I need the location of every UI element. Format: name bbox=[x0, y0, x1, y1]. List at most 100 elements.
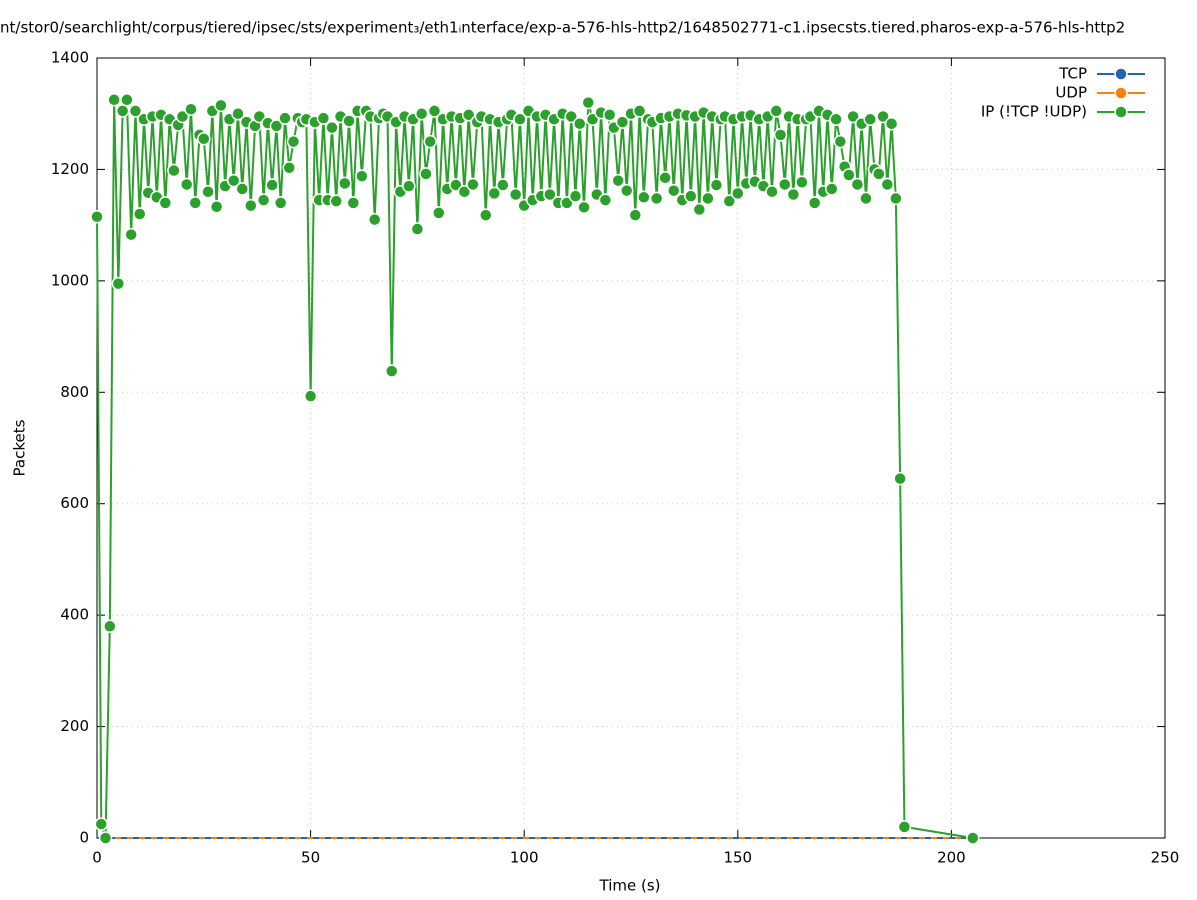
data-point bbox=[414, 106, 429, 121]
data-point bbox=[632, 104, 647, 118]
data-point bbox=[666, 183, 681, 198]
data-point bbox=[282, 161, 296, 175]
data-point bbox=[256, 193, 271, 207]
data-point bbox=[842, 168, 856, 182]
legend-marker bbox=[1114, 67, 1128, 81]
legend-label: IP (!TCP !UDP) bbox=[981, 103, 1087, 121]
data-point bbox=[175, 109, 190, 124]
data-point bbox=[568, 189, 583, 203]
y-tick-label: 1000 bbox=[51, 271, 89, 289]
x-tick-label: 100 bbox=[510, 849, 539, 867]
data-point bbox=[496, 178, 510, 192]
y-tick-label: 1200 bbox=[51, 160, 89, 178]
data-point bbox=[432, 206, 446, 220]
data-point bbox=[325, 120, 339, 135]
data-point bbox=[833, 134, 848, 149]
data-point bbox=[423, 134, 437, 149]
data-point bbox=[120, 93, 134, 107]
data-point bbox=[124, 227, 138, 242]
data-point bbox=[889, 191, 903, 206]
data-point bbox=[872, 167, 886, 181]
data-point bbox=[265, 178, 279, 192]
data-point bbox=[419, 167, 433, 181]
data-point bbox=[410, 222, 425, 236]
y-tick-label: 1400 bbox=[51, 49, 89, 67]
data-point bbox=[346, 196, 361, 210]
data-point bbox=[572, 116, 587, 131]
data-point bbox=[466, 177, 480, 192]
data-point bbox=[269, 119, 284, 133]
data-point bbox=[731, 186, 745, 201]
data-point bbox=[508, 187, 523, 202]
data-point bbox=[273, 196, 288, 210]
data-point bbox=[658, 171, 672, 185]
data-point bbox=[479, 208, 493, 222]
data-point bbox=[880, 177, 895, 192]
data-point bbox=[244, 198, 258, 213]
y-axis-label: Packets bbox=[11, 419, 29, 476]
data-point bbox=[765, 184, 779, 199]
data-point bbox=[402, 179, 416, 193]
data-point bbox=[184, 102, 198, 117]
data-point bbox=[773, 128, 788, 142]
data-point bbox=[769, 104, 783, 118]
y-tick-label: 200 bbox=[60, 717, 89, 735]
data-point bbox=[214, 98, 228, 113]
data-point bbox=[709, 178, 724, 192]
x-tick-label: 150 bbox=[723, 849, 752, 867]
data-point bbox=[278, 111, 292, 125]
data-point bbox=[303, 389, 318, 403]
data-point bbox=[103, 619, 117, 634]
y-tick-label: 600 bbox=[60, 494, 89, 512]
data-point bbox=[342, 114, 356, 128]
data-point bbox=[209, 200, 224, 214]
data-point bbox=[355, 169, 369, 183]
data-point bbox=[649, 191, 664, 206]
data-point bbox=[850, 177, 865, 192]
legend-marker bbox=[1114, 105, 1128, 119]
data-point bbox=[132, 207, 147, 221]
data-point bbox=[615, 115, 630, 129]
data-point bbox=[128, 104, 143, 118]
data-point bbox=[619, 183, 634, 198]
data-point bbox=[158, 196, 173, 210]
data-point bbox=[427, 104, 442, 118]
data-point bbox=[602, 108, 617, 122]
data-point bbox=[188, 196, 203, 210]
data-point bbox=[684, 189, 698, 203]
data-point bbox=[897, 820, 912, 834]
data-point bbox=[338, 176, 352, 191]
data-point bbox=[329, 194, 343, 208]
data-point bbox=[226, 173, 241, 188]
data-point bbox=[778, 177, 792, 192]
data-point bbox=[316, 111, 331, 125]
data-point bbox=[367, 212, 382, 227]
data-point bbox=[201, 184, 215, 199]
data-point bbox=[795, 175, 809, 189]
y-tick-label: 800 bbox=[60, 383, 89, 401]
chart-title: nt/stor0/searchlight/corpus/tiered/ipsec… bbox=[0, 19, 1125, 37]
data-point bbox=[94, 817, 109, 831]
data-point bbox=[111, 276, 126, 291]
data-point bbox=[876, 109, 890, 124]
data-point bbox=[701, 191, 715, 206]
legend-label: TCP bbox=[1058, 65, 1087, 83]
data-point bbox=[457, 184, 472, 199]
data-point bbox=[461, 108, 476, 122]
data-point bbox=[98, 831, 113, 845]
y-tick-label: 400 bbox=[60, 606, 89, 624]
data-point bbox=[577, 200, 591, 215]
data-point bbox=[235, 182, 249, 196]
x-tick-label: 200 bbox=[937, 849, 966, 867]
data-point bbox=[859, 191, 873, 206]
data-point bbox=[692, 202, 707, 217]
data-point bbox=[722, 194, 737, 208]
data-point bbox=[179, 177, 194, 192]
data-point bbox=[628, 208, 643, 222]
legend-marker bbox=[1114, 86, 1128, 100]
x-tick-label: 50 bbox=[301, 849, 320, 867]
data-point bbox=[786, 187, 801, 202]
data-point bbox=[637, 190, 651, 205]
legend-label: UDP bbox=[1055, 84, 1087, 102]
